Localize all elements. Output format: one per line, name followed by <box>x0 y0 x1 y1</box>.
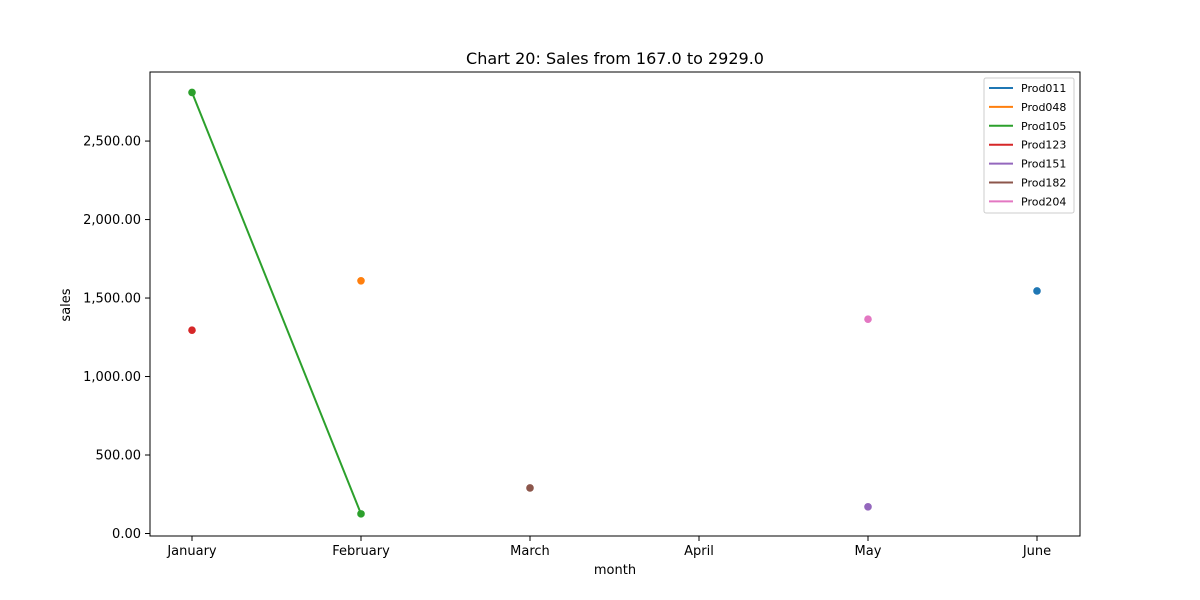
legend-box <box>983 77 1075 214</box>
legend-label: Prod105 <box>1021 120 1066 133</box>
legend-item: Prod123 <box>989 139 1066 152</box>
legend-label: Prod182 <box>1021 177 1066 190</box>
legend-item: Prod048 <box>989 101 1066 114</box>
series-prod204 <box>864 315 872 324</box>
data-point <box>864 315 872 324</box>
data-point <box>526 484 534 492</box>
plot-area: January February March April May June 0.00 500… <box>83 71 1081 559</box>
x-tick-label: March <box>510 544 550 559</box>
series-prod151 <box>864 503 872 511</box>
x-tick-label: April <box>684 544 714 559</box>
data-point <box>357 276 365 285</box>
x-tick-label: May <box>855 544 882 559</box>
y-axis-label: sales <box>59 288 74 321</box>
series-prod182 <box>526 484 534 492</box>
legend-label: Prod204 <box>1021 195 1066 208</box>
legend-item: Prod105 <box>989 120 1066 133</box>
data-point <box>1033 287 1041 295</box>
legend-label: Prod151 <box>1021 158 1066 171</box>
x-tick-label: January <box>166 544 217 559</box>
y-tick-label: 500.00 <box>96 449 142 464</box>
y-tick-label: 2,500.00 <box>83 135 141 150</box>
series-prod011 <box>1033 287 1041 295</box>
x-axis-label: month <box>594 563 636 578</box>
y-tick-label: 0.00 <box>112 527 141 542</box>
data-point <box>357 510 365 518</box>
legend-label: Prod011 <box>1021 82 1066 95</box>
series-prod105 <box>188 88 365 518</box>
series-prod123 <box>188 326 196 335</box>
x-tick-label: June <box>1022 544 1051 559</box>
legend-item: Prod151 <box>989 158 1066 171</box>
series-prod048 <box>357 276 365 285</box>
y-axis: 0.00 500.00 1,000.00 1,500.00 2,000.00 2,500.… <box>83 135 150 542</box>
series-layer <box>188 88 1041 518</box>
legend-items: Prod011 Prod048 Prod105 Prod123 Prod151 Prod1… <box>989 82 1066 208</box>
legend-label: Prod123 <box>1021 139 1066 152</box>
plot-frame <box>149 71 1081 537</box>
data-point <box>864 503 872 511</box>
y-tick-label: 2,000.00 <box>83 213 141 228</box>
legend-item: Prod182 <box>989 177 1066 190</box>
legend-label: Prod048 <box>1021 101 1066 114</box>
legend: Prod011 Prod048 Prod105 Prod123 Prod151 Prod1… <box>983 77 1075 214</box>
x-axis: January February March April May June <box>166 536 1051 559</box>
y-tick-label: 1,500.00 <box>83 292 141 307</box>
y-tick-label: 1,000.00 <box>83 370 141 385</box>
legend-item: Prod204 <box>989 195 1066 208</box>
data-point <box>188 326 196 335</box>
x-tick-label: February <box>332 544 390 559</box>
data-point <box>188 88 196 97</box>
legend-item: Prod011 <box>989 82 1066 95</box>
chart-title: Chart 20: Sales from 167.0 to 2929.0 <box>466 49 764 68</box>
series-line <box>191 92 362 515</box>
